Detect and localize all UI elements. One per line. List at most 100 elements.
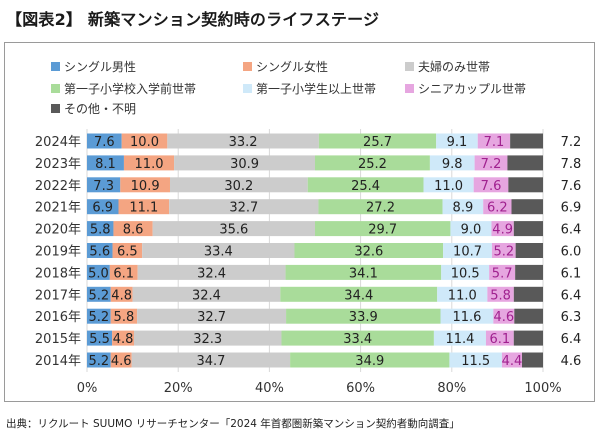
bar-segment [123, 155, 175, 171]
bar-segment [474, 155, 508, 171]
bar-segment [423, 177, 474, 193]
bar-segment [280, 286, 438, 302]
chart-frame: シングル男性 シングル女性 夫婦のみ世帯 第一子小学校入学前世帯 第一子小学生以上世帯 シ… [4, 42, 595, 402]
bar-segment [513, 221, 543, 237]
data-label: 34.7 [196, 354, 225, 369]
legend-swatch [243, 84, 252, 93]
data-label: 6.9 [92, 201, 113, 216]
data-label: 32.4 [192, 288, 221, 303]
bar-segment [450, 221, 492, 237]
data-label: 9.8 [442, 157, 463, 172]
data-label: 33.9 [349, 310, 378, 325]
data-label: 7.6 [561, 179, 582, 194]
legend-swatch [405, 84, 414, 93]
legend-label: シングル女性 [256, 59, 328, 74]
bar-segment [87, 199, 119, 215]
bar-row: 5.2 5.8 32.7 33.9 11.6 4.6 6.3 [87, 308, 582, 325]
legend-swatch [243, 62, 252, 71]
bar-segment [315, 221, 451, 237]
bar-segment [87, 221, 114, 237]
bar-segment [87, 264, 110, 280]
bar-segment [113, 221, 153, 237]
data-label: 4.9 [492, 223, 513, 238]
data-label: 5.0 [88, 266, 109, 281]
bar-segment [110, 308, 138, 324]
data-label: 7.1 [484, 135, 505, 150]
bar-segment [440, 308, 494, 324]
data-label: 5.2 [89, 288, 110, 303]
data-label: 4.6 [561, 354, 582, 369]
data-label: 5.7 [492, 266, 513, 281]
legend-label: 夫婦のみ世帯 [418, 59, 490, 74]
legend-swatch [405, 62, 414, 71]
data-label: 6.3 [561, 310, 582, 325]
bar-segment [483, 199, 512, 215]
bar-segment [87, 308, 111, 324]
data-label: 11.5 [461, 354, 490, 369]
bar-segment [489, 264, 516, 280]
data-label: 10.7 [453, 245, 482, 260]
data-label: 4.8 [111, 288, 132, 303]
bar-segment [290, 352, 450, 368]
bar-segment [491, 221, 514, 237]
bar-segment [112, 243, 143, 258]
category-label: 2017年 [35, 288, 81, 303]
data-label: 6.4 [561, 332, 582, 347]
page-title: 【図表2】 新築マンション契約時のライフステージ [6, 10, 380, 29]
bar-segment [87, 352, 111, 368]
bar-segment [137, 264, 286, 280]
bar-segment [174, 155, 315, 171]
bar-segment [87, 133, 122, 149]
bar-segment [487, 286, 514, 302]
bar-segment [134, 330, 282, 346]
data-label: 6.5 [117, 245, 138, 260]
bar-row: 8.1 11.0 30.9 25.2 9.8 7.2 7.8 [87, 155, 581, 172]
bar-segment [501, 352, 523, 368]
bar-segment [87, 286, 111, 302]
data-label: 32.7 [197, 310, 226, 325]
legend-label: 第一子小学校入学前世帯 [64, 81, 196, 96]
data-label: 5.6 [89, 245, 110, 260]
bar-segment [121, 133, 168, 149]
bar-segment [315, 155, 430, 171]
bar-row: 7.6 10.0 33.2 25.7 9.1 7.1 7.2 [87, 133, 581, 150]
category-label: 2015年 [35, 332, 81, 347]
bar-segment [522, 352, 543, 368]
bar-segment [307, 177, 424, 193]
x-axis-ticks: 0% 20% 40% 60% 80% 100% [77, 381, 562, 396]
bar-segment [167, 133, 319, 149]
bar-segment [485, 330, 514, 346]
bar-row: 7.3 10.9 30.2 25.4 11.0 7.6 7.6 [87, 177, 581, 194]
bar-segment [87, 243, 113, 258]
bar-segment [294, 243, 444, 258]
data-label: 7.2 [481, 157, 502, 172]
data-label: 8.1 [95, 157, 116, 172]
bar-segment [491, 243, 516, 258]
bar-row: 5.0 6.1 32.4 34.1 10.5 5.7 6.1 [87, 264, 581, 281]
data-label: 33.4 [343, 332, 372, 347]
bar-segment [318, 199, 443, 215]
bar-segment [169, 177, 308, 193]
bar-segment [285, 264, 442, 280]
data-label: 4.8 [113, 332, 134, 347]
legend-item: 第一子小学校入学前世帯 [51, 81, 196, 96]
bars: 7.6 10.0 33.2 25.7 9.1 7.1 7.2 8.1 11.0 30.9 25.2 9… [87, 133, 582, 369]
bar-segment [513, 330, 543, 346]
category-label: 2014年 [35, 354, 81, 369]
data-label: 33.4 [204, 245, 233, 260]
data-label: 34.4 [344, 288, 373, 303]
data-label: 6.1 [113, 266, 134, 281]
bar-segment [281, 330, 434, 346]
legend-label: シニアカップル世帯 [418, 82, 526, 96]
bar-segment [429, 155, 475, 171]
bar-segment [441, 264, 490, 280]
bar-segment [436, 133, 478, 149]
legend-item: その他・不明 [51, 102, 136, 116]
bar-segment [433, 330, 486, 346]
data-label: 7.6 [94, 135, 115, 150]
category-label: 2018年 [35, 266, 81, 281]
data-label: 6.9 [561, 201, 582, 216]
legend-label: 第一子小学生以上世帯 [256, 81, 376, 96]
bar-segment [442, 199, 484, 215]
